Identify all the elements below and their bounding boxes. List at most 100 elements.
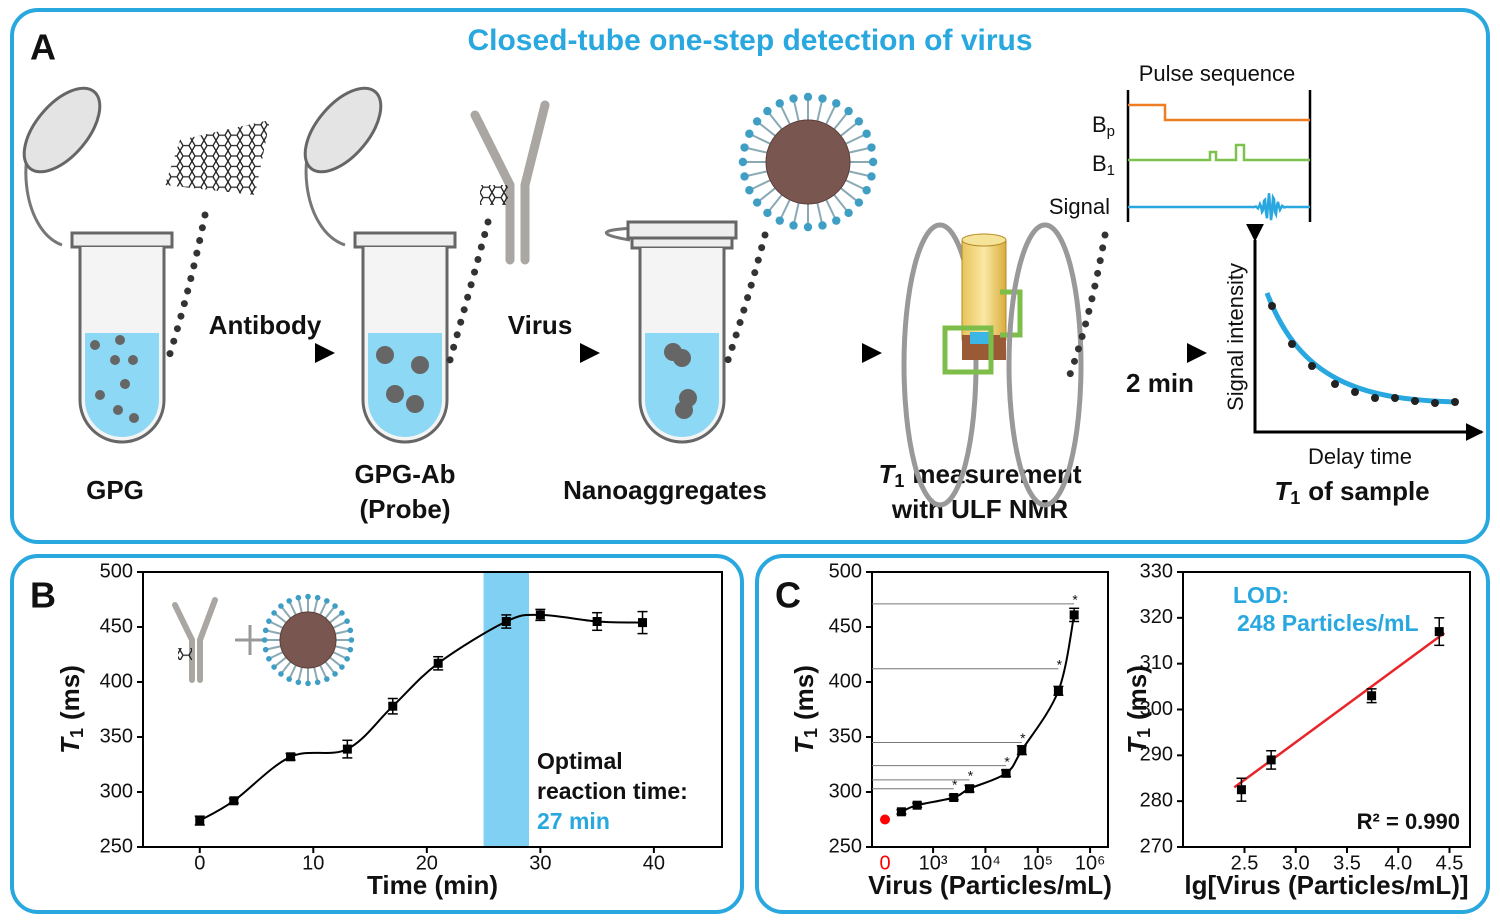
spike-tip xyxy=(752,117,762,126)
pulse-title: Pulse sequence xyxy=(1139,61,1296,86)
ulf-nmr xyxy=(1064,231,1109,384)
data-point xyxy=(1266,755,1276,765)
tube-nanoaggregates xyxy=(630,236,734,250)
spike-tip xyxy=(266,618,272,624)
tube-nanoaggregates xyxy=(605,226,636,242)
virus xyxy=(261,593,355,687)
y-tick-label: 250 xyxy=(829,835,862,857)
panel-frame xyxy=(10,8,1490,544)
relaxation-sketch xyxy=(1308,362,1316,370)
spike-tip xyxy=(271,664,277,670)
plot-frame xyxy=(1182,571,1471,848)
spike-tip xyxy=(305,680,311,687)
relaxation-sketch xyxy=(1268,302,1276,310)
tube-probe xyxy=(303,86,550,444)
data-point xyxy=(964,784,974,794)
y-tick-label: 350 xyxy=(829,725,862,747)
ulf-nmr xyxy=(1006,222,1084,508)
spike-tip xyxy=(278,603,284,609)
y-axis-label: T1 (ms) xyxy=(55,665,87,754)
ulf-nmr xyxy=(901,222,979,508)
spike-tip xyxy=(775,99,784,108)
fit-line xyxy=(1233,631,1446,789)
annotation: Optimal xyxy=(537,748,623,774)
spike-tip xyxy=(286,598,292,604)
tube-gpg xyxy=(22,86,270,444)
y-tick-label: 290 xyxy=(1140,744,1173,766)
trend-line xyxy=(900,614,1076,813)
spike-tip xyxy=(867,143,876,152)
inset-illustration xyxy=(172,597,218,683)
tube-nanoaggregates xyxy=(724,231,769,364)
y-tick-label: 270 xyxy=(1140,835,1173,857)
spike-tip xyxy=(332,671,338,677)
x-tick-label: 10 xyxy=(302,852,324,874)
panel-letter: C xyxy=(775,575,801,616)
data-point xyxy=(501,617,511,626)
relaxation-sketch xyxy=(1411,397,1419,405)
spike-tip xyxy=(262,627,269,634)
y-tick-label: 350 xyxy=(100,725,133,747)
data-point xyxy=(1434,627,1444,637)
spike-tip xyxy=(844,208,853,218)
relaxation-sketch xyxy=(1246,223,1484,441)
step-label: T1 measurement xyxy=(879,459,1082,491)
y-tick-label: 250 xyxy=(100,835,133,857)
tube-gpg xyxy=(90,340,100,350)
tube-probe xyxy=(446,218,492,364)
spike-tip xyxy=(775,216,784,225)
tube-probe xyxy=(376,346,394,364)
step-label: (Probe) xyxy=(360,494,451,524)
relaxation-sketch xyxy=(1351,388,1359,396)
symbol: B xyxy=(1092,112,1107,137)
spike-tip xyxy=(844,106,853,116)
data-point xyxy=(1069,610,1079,620)
data-point xyxy=(1053,686,1063,696)
x-tick-label: 10⁴ xyxy=(970,852,1001,874)
spike-tip xyxy=(740,172,749,181)
data-point xyxy=(1017,745,1027,755)
spike-tip xyxy=(332,603,338,609)
tube-gpg xyxy=(113,405,123,415)
text: measurement xyxy=(912,459,1081,489)
x-axis-label: Virus (Particles/mL) xyxy=(868,870,1112,900)
panel-frame xyxy=(10,554,744,914)
spike-tip xyxy=(854,198,864,207)
data-point xyxy=(1367,691,1377,701)
step-label: GPG-Ab xyxy=(354,459,455,489)
x-tick-label: 30 xyxy=(529,852,551,874)
tube-gpg xyxy=(22,86,102,174)
tube-nanoaggregates xyxy=(626,220,738,240)
spike-tip xyxy=(295,594,302,601)
tube-nanoaggregates xyxy=(645,333,719,437)
trend-line xyxy=(199,613,643,822)
subscript: 1 xyxy=(1134,728,1154,738)
relaxation-sketch xyxy=(1331,380,1339,388)
spike-tip xyxy=(324,598,330,604)
data-point xyxy=(388,701,398,711)
data-point xyxy=(949,793,959,802)
arrow-label: Antibody xyxy=(209,310,322,340)
spike-tip xyxy=(261,637,268,643)
plot-frame xyxy=(142,571,723,848)
annotation: reaction time: xyxy=(537,778,688,804)
pulse-sequence xyxy=(1128,103,1310,122)
pulse-sequence xyxy=(1128,143,1310,162)
x-tick-label: 4.5 xyxy=(1436,852,1464,874)
spike-tip xyxy=(347,646,354,653)
relaxation-sketch xyxy=(1391,394,1399,402)
y-axis-label: T1 (ms) xyxy=(1122,665,1154,754)
tube-gpg xyxy=(115,335,125,345)
data-point xyxy=(1236,785,1246,795)
unit: (ms) xyxy=(789,665,819,720)
x-tick-label: 20 xyxy=(416,852,438,874)
y-tick-label: 400 xyxy=(829,670,862,692)
step-label: T1 of sample xyxy=(1274,476,1429,508)
data-point xyxy=(286,752,296,762)
pulse-sequence xyxy=(1128,193,1311,221)
plot-frame xyxy=(871,571,1109,848)
y-tick-label: 300 xyxy=(100,780,133,802)
capsid xyxy=(279,611,337,669)
inset-illustration xyxy=(235,625,265,655)
